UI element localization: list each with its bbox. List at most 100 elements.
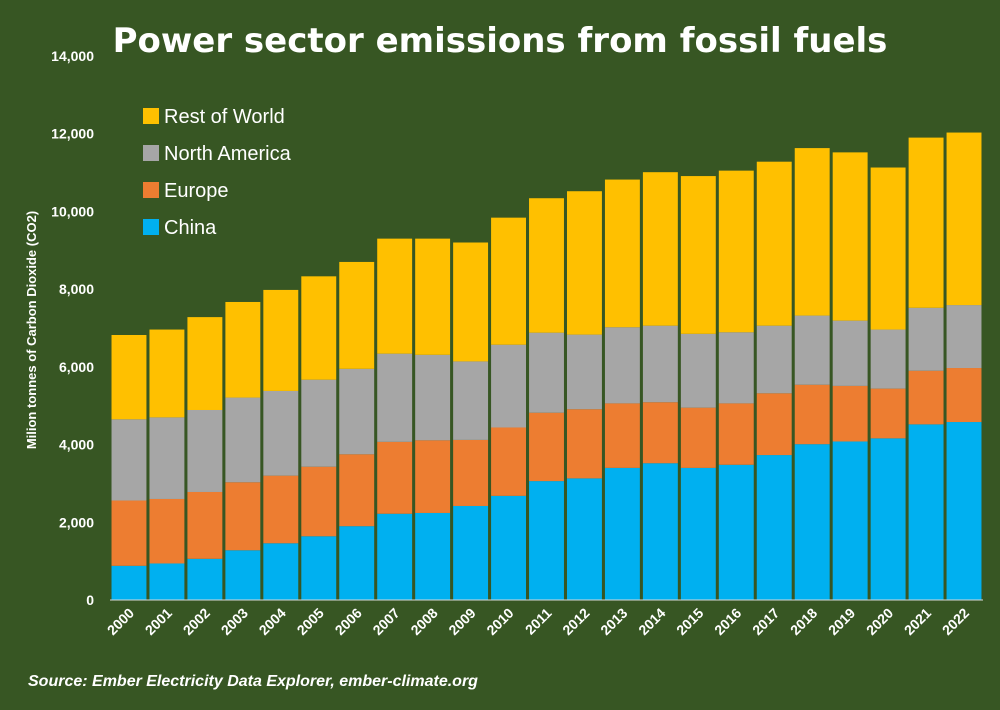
bar-segment-europe-2014 [642, 402, 678, 464]
bar-segment-rest-of-world-2009 [453, 242, 489, 362]
bar-segment-china-2008 [415, 512, 451, 600]
y-tick-label: 10,000 [51, 203, 94, 219]
bar-segment-china-2022 [946, 422, 982, 600]
bar-segment-europe-2017 [756, 393, 792, 456]
bar-segment-north-america-2014 [642, 325, 678, 403]
bar-segment-china-2005 [301, 536, 337, 600]
y-tick-label: 14,000 [51, 48, 94, 64]
y-tick-label: 8,000 [59, 281, 94, 297]
y-axis-label: Milion tonnes of Carbon Dioxide (CO2) [24, 211, 39, 449]
bar-segment-north-america-2013 [604, 327, 640, 404]
legend-swatch-china [143, 219, 159, 235]
bar-segment-rest-of-world-2019 [832, 152, 868, 321]
legend-label-north-america: North America [164, 143, 292, 165]
bar-segment-china-2007 [377, 513, 413, 600]
legend-label-europe: Europe [164, 180, 229, 202]
bar-segment-china-2016 [718, 464, 754, 600]
chart-title: Power sector emissions from fossil fuels [113, 21, 888, 61]
bar-segment-europe-2020 [870, 388, 906, 439]
bar-segment-north-america-2020 [870, 329, 906, 389]
bar-segment-china-2006 [339, 526, 375, 600]
bar-segment-china-2017 [756, 455, 792, 600]
bar-segment-china-2018 [794, 444, 830, 600]
bar-segment-rest-of-world-2021 [908, 137, 944, 308]
bar-segment-rest-of-world-2020 [870, 167, 906, 330]
bar-segment-europe-2010 [491, 427, 526, 496]
bar-segment-north-america-2021 [908, 307, 944, 371]
bar-segment-europe-2019 [832, 385, 868, 442]
bar-segment-north-america-2006 [339, 368, 375, 455]
bar-segment-north-america-2002 [187, 409, 223, 492]
bar-segment-rest-of-world-2001 [149, 329, 185, 418]
bar-segment-rest-of-world-2013 [604, 179, 640, 328]
bar-segment-rest-of-world-2008 [415, 238, 451, 355]
y-tick-label: 4,000 [59, 437, 94, 453]
y-tick-label: 2,000 [59, 514, 94, 530]
legend: Rest of World North America Europe China [143, 106, 292, 239]
y-tick-label: 6,000 [59, 359, 94, 375]
bar-segment-rest-of-world-2011 [529, 198, 564, 333]
bar-segment-rest-of-world-2002 [187, 317, 223, 410]
legend-swatch-rest-of-world [143, 108, 159, 124]
bar-segment-rest-of-world-2016 [718, 170, 754, 333]
bar-segment-china-2009 [453, 505, 489, 600]
bar-segment-europe-2003 [225, 482, 261, 551]
bar-segment-china-2020 [870, 438, 906, 600]
legend-swatch-europe [143, 182, 159, 198]
bar-segment-north-america-2017 [756, 325, 792, 394]
legend-swatch-north-america [143, 145, 159, 161]
bar-segment-europe-2015 [680, 407, 716, 468]
bar-segment-rest-of-world-2005 [301, 276, 337, 380]
bar-segment-north-america-2012 [567, 334, 602, 410]
bar-segment-europe-2018 [794, 384, 830, 445]
bar-segment-europe-2007 [377, 441, 413, 514]
bar-segment-rest-of-world-2007 [377, 238, 413, 354]
bar-segment-europe-2012 [567, 409, 602, 479]
bar-segment-europe-2016 [718, 403, 754, 465]
bar-segment-north-america-2000 [111, 419, 147, 501]
bar-segment-china-2014 [642, 463, 678, 600]
y-tick-label: 12,000 [51, 126, 94, 142]
bar-segment-rest-of-world-2006 [339, 261, 375, 369]
bar-segment-north-america-2009 [453, 361, 489, 440]
bar-segment-rest-of-world-2000 [111, 334, 147, 420]
source-note: Source: Ember Electricity Data Explorer,… [28, 673, 478, 690]
bar-segment-china-2021 [908, 424, 944, 600]
bar-segment-europe-2001 [149, 498, 185, 564]
bar-segment-rest-of-world-2017 [756, 161, 792, 326]
bar-segment-europe-2009 [453, 439, 489, 506]
bar-segment-europe-2011 [529, 412, 564, 482]
bar-segment-china-2002 [187, 558, 223, 600]
bar-segment-north-america-2007 [377, 353, 413, 442]
bar-segment-europe-2004 [263, 475, 299, 544]
bar-segment-china-2003 [225, 550, 261, 600]
bar-segment-china-2010 [491, 495, 526, 600]
bar-segment-europe-2008 [415, 440, 451, 513]
bar-segment-north-america-2001 [149, 417, 185, 499]
bar-segment-europe-2000 [111, 500, 147, 566]
bar-segment-north-america-2022 [946, 305, 982, 369]
bar-segment-north-america-2016 [718, 332, 754, 404]
bar-segment-rest-of-world-2012 [567, 191, 602, 335]
bar-segment-rest-of-world-2003 [225, 301, 261, 398]
bar-segment-europe-2005 [301, 466, 337, 537]
bar-segment-china-2004 [263, 543, 299, 600]
legend-label-china: China [164, 217, 217, 239]
bar-segment-china-2015 [680, 467, 716, 600]
bar-segment-china-2019 [832, 441, 868, 600]
bar-segment-north-america-2003 [225, 397, 261, 483]
bar-segment-china-2012 [567, 478, 602, 600]
bar-segment-europe-2006 [339, 454, 375, 527]
bar-segment-china-2000 [111, 565, 147, 600]
bar-segment-rest-of-world-2004 [263, 289, 299, 391]
bar-segment-europe-2021 [908, 370, 944, 425]
bar-stack-group [111, 132, 982, 600]
bar-segment-north-america-2015 [680, 333, 716, 408]
bar-segment-north-america-2008 [415, 354, 451, 441]
bar-segment-north-america-2018 [794, 315, 830, 385]
bar-segment-rest-of-world-2018 [794, 148, 830, 316]
bar-segment-north-america-2004 [263, 390, 299, 476]
bar-segment-rest-of-world-2014 [642, 172, 678, 326]
bar-segment-north-america-2019 [832, 320, 868, 386]
